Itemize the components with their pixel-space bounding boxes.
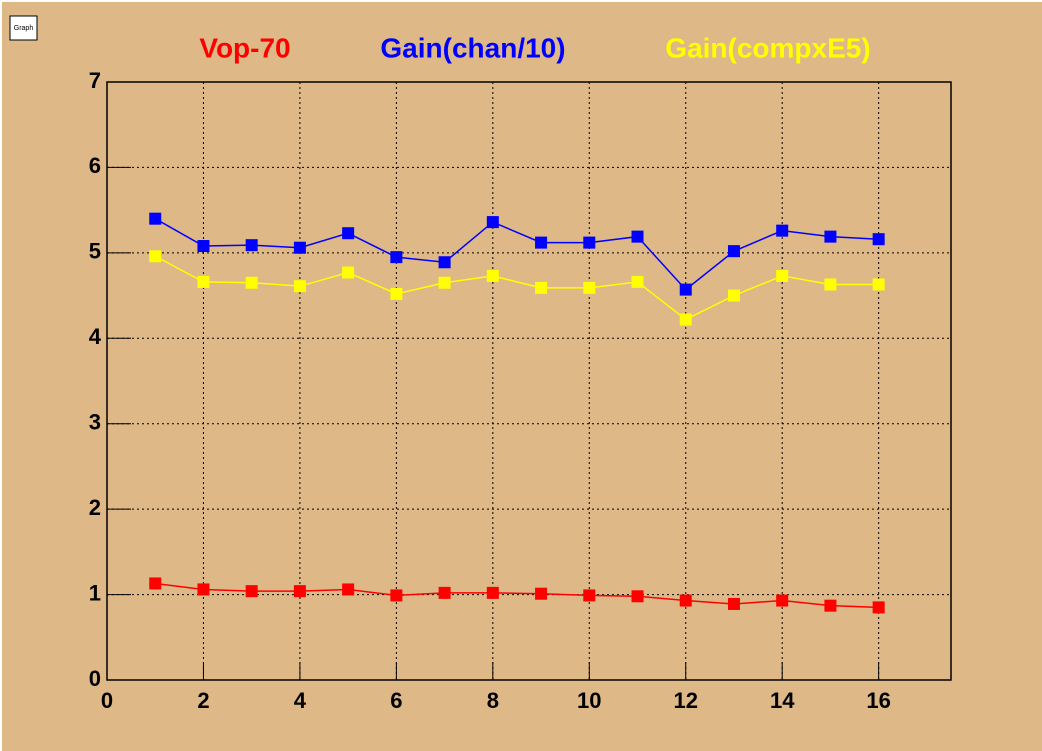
data-point xyxy=(679,594,692,607)
y-tick-label: 5 xyxy=(89,239,101,264)
data-point xyxy=(149,212,162,225)
data-point xyxy=(824,278,837,291)
data-point xyxy=(245,239,258,252)
y-tick-label: 3 xyxy=(89,410,101,435)
y-tick-label: 1 xyxy=(89,580,101,605)
legend-entry: Gain(chan/10) xyxy=(380,32,565,63)
data-point xyxy=(872,601,885,614)
x-tick-label: 4 xyxy=(294,688,307,713)
graph-button-label: Graph xyxy=(14,25,34,32)
data-point xyxy=(293,280,306,293)
data-point xyxy=(390,251,403,264)
data-point xyxy=(727,289,740,302)
data-point xyxy=(824,230,837,243)
x-tick-label: 0 xyxy=(101,688,113,713)
data-point xyxy=(776,594,789,607)
y-tick-label: 7 xyxy=(89,68,101,93)
x-tick-label: 8 xyxy=(487,688,499,713)
legend-entry: Gain(compxE5) xyxy=(665,32,870,63)
data-point xyxy=(245,276,258,289)
data-point xyxy=(776,224,789,237)
series-line xyxy=(155,582,879,609)
data-point xyxy=(197,583,210,596)
x-tick-label: 14 xyxy=(770,688,795,713)
data-point xyxy=(342,227,355,240)
data-point xyxy=(342,266,355,279)
data-point xyxy=(149,577,162,590)
data-point xyxy=(535,587,548,600)
data-point xyxy=(197,275,210,288)
data-point xyxy=(486,586,499,599)
data-point xyxy=(583,589,596,602)
data-point xyxy=(583,236,596,249)
data-point xyxy=(245,585,258,598)
series-line xyxy=(154,218,879,291)
data-point xyxy=(390,589,403,602)
data-point xyxy=(631,590,644,603)
data-point xyxy=(727,245,740,258)
data-point xyxy=(197,240,210,253)
graph-button[interactable] xyxy=(9,15,38,41)
legend-entry: Vop-70 xyxy=(199,32,290,63)
x-tick-label: 6 xyxy=(390,688,402,713)
data-point xyxy=(631,230,644,243)
data-point xyxy=(679,283,692,296)
data-point xyxy=(342,583,355,596)
y-tick-label: 2 xyxy=(89,495,101,520)
x-tick-label: 2 xyxy=(197,688,209,713)
data-point xyxy=(679,313,692,326)
x-tick-label: 12 xyxy=(674,688,698,713)
data-point xyxy=(438,256,451,269)
data-point xyxy=(293,241,306,254)
data-point xyxy=(438,276,451,289)
x-tick-label: 16 xyxy=(866,688,890,713)
data-point xyxy=(631,275,644,288)
data-point xyxy=(390,287,403,300)
series-line xyxy=(154,255,879,321)
y-tick-label: 4 xyxy=(89,324,102,349)
data-point xyxy=(293,585,306,598)
y-tick-label: 6 xyxy=(89,153,101,178)
data-point xyxy=(727,597,740,610)
data-point xyxy=(486,216,499,229)
data-point xyxy=(824,599,837,612)
x-tick-label: 10 xyxy=(577,688,601,713)
data-point xyxy=(535,281,548,294)
data-point xyxy=(583,281,596,294)
data-point xyxy=(872,278,885,291)
data-point xyxy=(486,269,499,282)
y-tick-label: 0 xyxy=(89,666,101,691)
data-point xyxy=(535,236,548,249)
plot-frame xyxy=(106,81,952,681)
data-point xyxy=(872,233,885,246)
data-point xyxy=(438,586,451,599)
data-point xyxy=(149,250,162,263)
data-point xyxy=(776,269,789,282)
